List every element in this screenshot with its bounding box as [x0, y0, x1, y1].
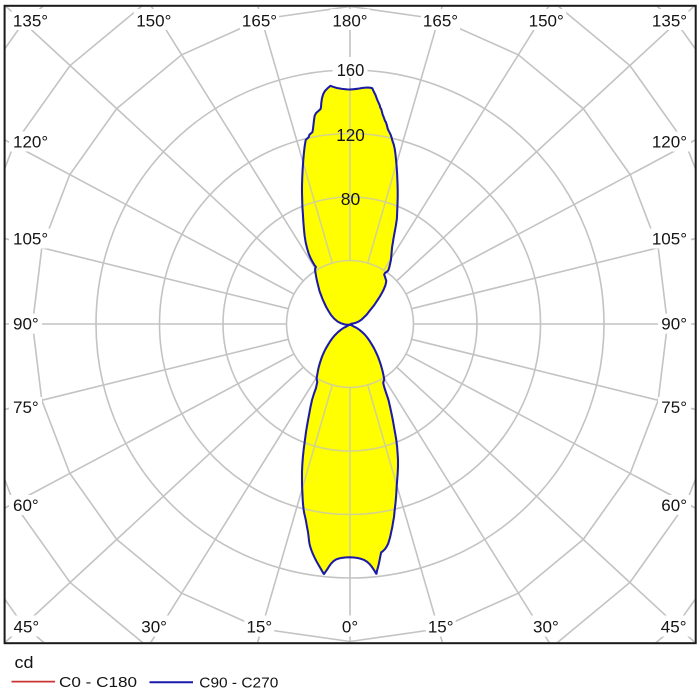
svg-text:45°: 45°: [14, 617, 40, 636]
svg-text:160: 160: [337, 60, 365, 80]
svg-text:120: 120: [336, 125, 365, 145]
svg-text:15°: 15°: [246, 617, 272, 636]
svg-text:150°: 150°: [529, 11, 564, 30]
svg-text:75°: 75°: [661, 398, 687, 417]
svg-text:90°: 90°: [661, 315, 687, 334]
svg-text:105°: 105°: [652, 230, 687, 249]
svg-text:135°: 135°: [652, 11, 687, 30]
svg-text:105°: 105°: [13, 230, 48, 249]
svg-text:0°: 0°: [342, 617, 358, 636]
svg-text:C90 - C270: C90 - C270: [199, 676, 278, 692]
svg-text:30°: 30°: [533, 617, 559, 636]
svg-text:90°: 90°: [13, 315, 39, 334]
svg-text:45°: 45°: [661, 617, 687, 636]
svg-text:165°: 165°: [242, 11, 277, 30]
svg-text:cd: cd: [15, 654, 34, 672]
svg-text:60°: 60°: [661, 496, 687, 515]
svg-text:60°: 60°: [13, 496, 39, 515]
svg-text:150°: 150°: [136, 11, 171, 30]
svg-text:15°: 15°: [428, 617, 454, 636]
svg-text:120°: 120°: [13, 133, 48, 152]
svg-text:C0 - C180: C0 - C180: [59, 675, 137, 691]
svg-text:180°: 180°: [332, 11, 367, 30]
svg-text:120°: 120°: [652, 133, 687, 152]
svg-text:165°: 165°: [423, 11, 458, 30]
svg-text:135°: 135°: [13, 11, 48, 30]
svg-text:80: 80: [341, 189, 361, 209]
svg-text:30°: 30°: [141, 617, 167, 636]
svg-text:75°: 75°: [13, 398, 39, 417]
